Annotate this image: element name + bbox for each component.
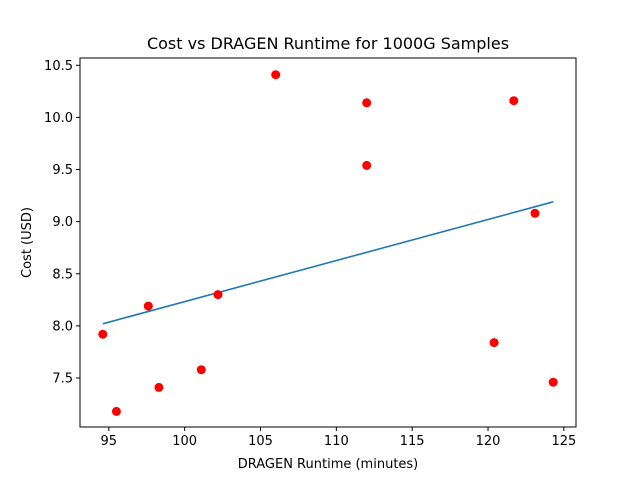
x-tick-label: 115 (400, 434, 425, 449)
plot-area: 95 100 105 110 115 120 125 7.5 8.0 8.5 9.0 9.5 10.0 1… (44, 57, 577, 449)
data-point-4 (154, 382, 164, 392)
x-tick-label: 95 (101, 434, 118, 449)
data-point-3 (143, 301, 153, 311)
y-tick-label: 10.5 (44, 59, 73, 74)
data-point-8 (362, 98, 372, 108)
x-tick-label: 110 (324, 434, 349, 449)
data-point-12 (530, 208, 540, 218)
y-tick-label: 7.5 (52, 372, 73, 387)
y-tick-label: 10.0 (44, 111, 73, 126)
data-point-10 (489, 338, 499, 348)
data-point-2 (111, 406, 121, 416)
y-tick-label: 9.0 (52, 215, 73, 230)
y-tick-label: 8.0 (52, 319, 73, 334)
y-tick-label: 9.5 (52, 163, 73, 178)
x-tick-label: 100 (172, 434, 197, 449)
x-tick-label: 105 (248, 434, 273, 449)
y-tick-label: 8.5 (52, 267, 73, 282)
trend-line (102, 201, 554, 325)
data-point-5 (196, 365, 206, 375)
data-point-9 (362, 160, 372, 170)
data-point-11 (509, 96, 519, 106)
x-tick-label: 120 (476, 434, 501, 449)
x-axis-label: DRAGEN Runtime (minutes) (238, 457, 419, 472)
data-point-13 (548, 377, 558, 387)
data-point-7 (271, 70, 281, 80)
chart-title: Cost vs DRAGEN Runtime for 1000G Samples (147, 34, 509, 53)
axes-frame (79, 57, 577, 428)
x-tick-label: 125 (551, 434, 576, 449)
y-axis-label: Cost (USD) (20, 207, 35, 278)
data-point-1 (98, 329, 108, 339)
data-point-6 (213, 290, 223, 300)
